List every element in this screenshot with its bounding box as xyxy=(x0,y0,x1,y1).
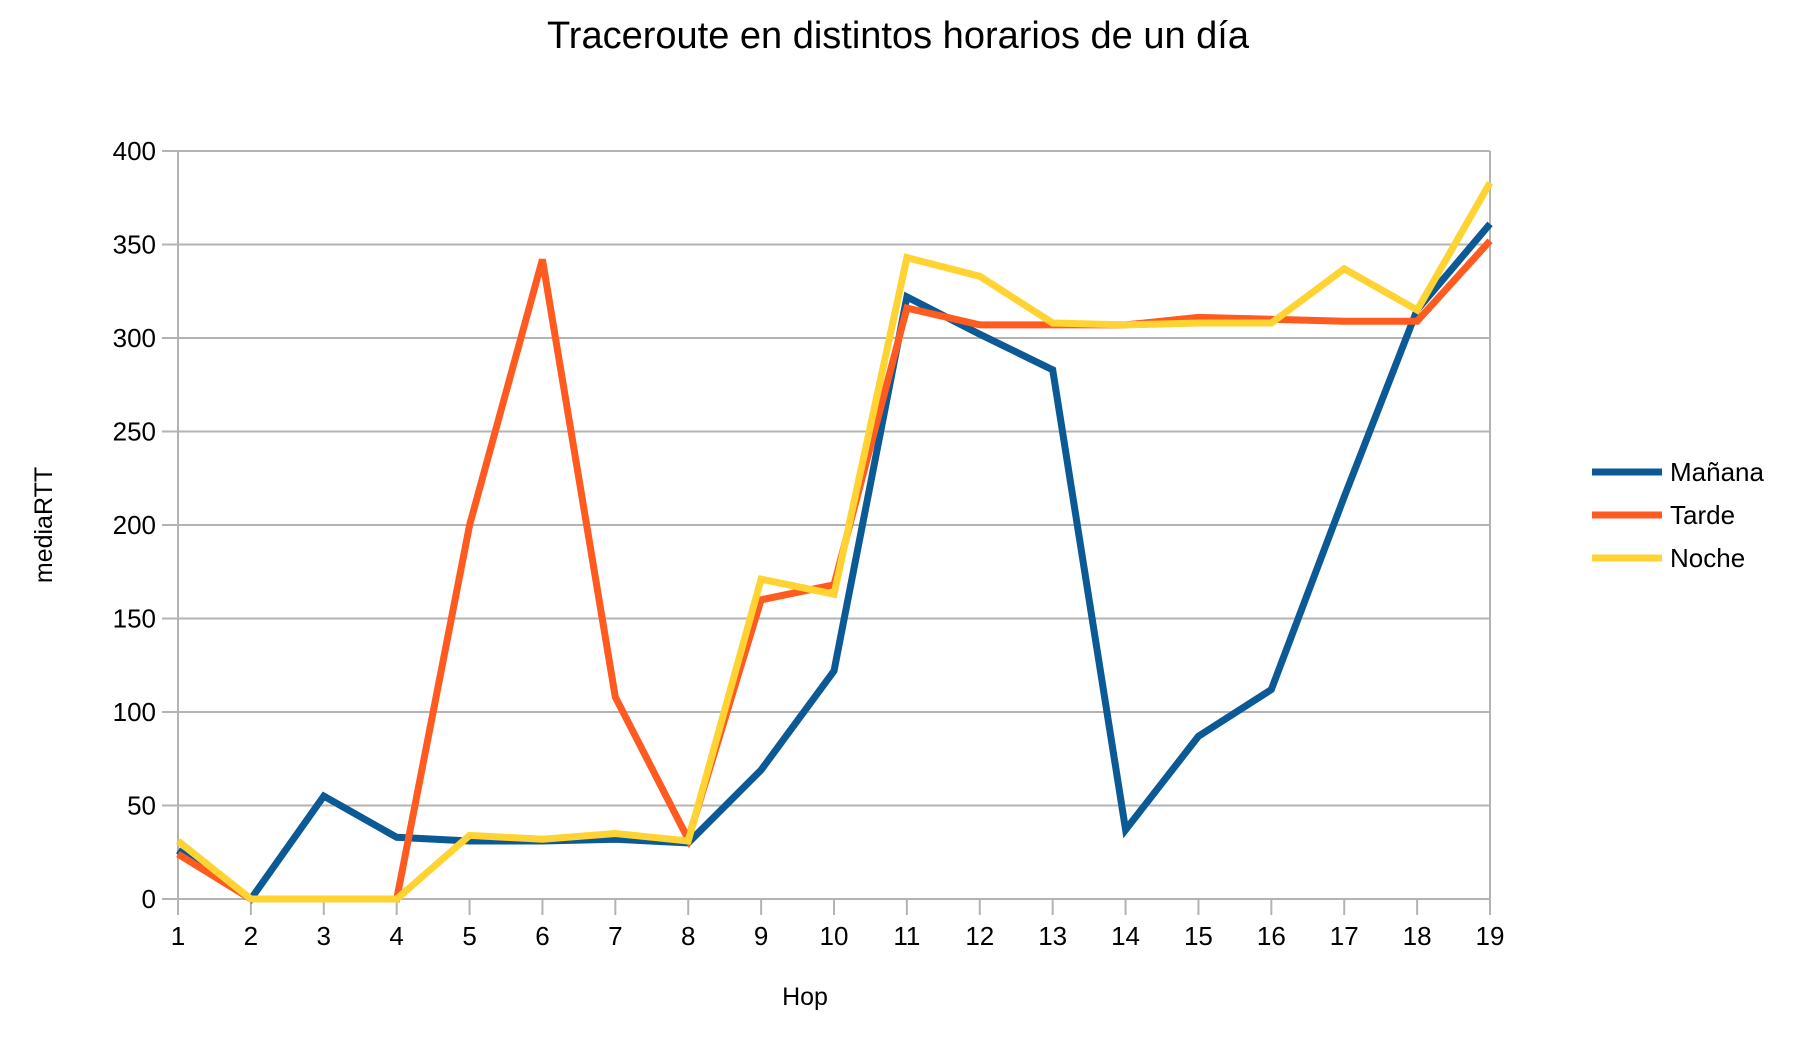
x-tick-label: 1 xyxy=(171,921,185,951)
y-tick-label: 250 xyxy=(113,417,156,447)
series-lines xyxy=(175,181,1494,904)
series-line-tarde xyxy=(176,238,1493,903)
gridlines xyxy=(162,150,1490,900)
y-tick-label: 400 xyxy=(113,136,156,166)
x-tick-label: 14 xyxy=(1111,921,1140,951)
x-tick-label: 3 xyxy=(317,921,331,951)
x-tick-label: 18 xyxy=(1403,921,1432,951)
legend-label: Mañana xyxy=(1670,457,1764,487)
legend-label: Tarde xyxy=(1670,500,1735,530)
y-tick-label: 200 xyxy=(113,510,156,540)
y-axis-ticks: 0 50 100 150 200 250 300 350 400 xyxy=(113,136,156,914)
y-tick-label: 0 xyxy=(142,884,156,914)
x-tick-label: 12 xyxy=(965,921,994,951)
x-axis-title: Hop xyxy=(782,983,828,1011)
legend-label: Noche xyxy=(1670,543,1745,573)
x-tick-label: 6 xyxy=(535,921,549,951)
x-tick-label: 5 xyxy=(462,921,476,951)
x-tick-label: 2 xyxy=(244,921,258,951)
series-line-noche xyxy=(175,181,1494,903)
x-tick-label: 19 xyxy=(1476,921,1505,951)
y-axis-title: mediaRTT xyxy=(30,467,58,583)
legend: Mañana Tarde Noche xyxy=(1592,457,1764,573)
y-tick-label: 50 xyxy=(127,791,156,821)
x-axis-ticks: 1 2 3 4 5 6 7 8 9 10 11 12 13 14 15 16 17 18 19 xyxy=(171,899,1505,951)
y-tick-label: 150 xyxy=(113,604,156,634)
series-line-ma-ana xyxy=(176,221,1493,904)
y-tick-label: 300 xyxy=(113,323,156,353)
x-tick-label: 7 xyxy=(608,921,622,951)
x-tick-label: 15 xyxy=(1184,921,1213,951)
chart-title: Traceroute en distintos horarios de un d… xyxy=(547,15,1250,57)
x-tick-label: 13 xyxy=(1038,921,1067,951)
x-tick-label: 11 xyxy=(893,921,920,951)
y-tick-label: 100 xyxy=(113,697,156,727)
x-tick-label: 9 xyxy=(754,921,768,951)
axes xyxy=(177,151,1491,915)
x-tick-label: 16 xyxy=(1257,921,1286,951)
x-tick-label: 10 xyxy=(820,921,849,951)
x-tick-label: 8 xyxy=(681,921,695,951)
x-tick-label: 17 xyxy=(1330,921,1359,951)
x-tick-label: 4 xyxy=(389,921,403,951)
y-tick-label: 350 xyxy=(113,230,156,260)
